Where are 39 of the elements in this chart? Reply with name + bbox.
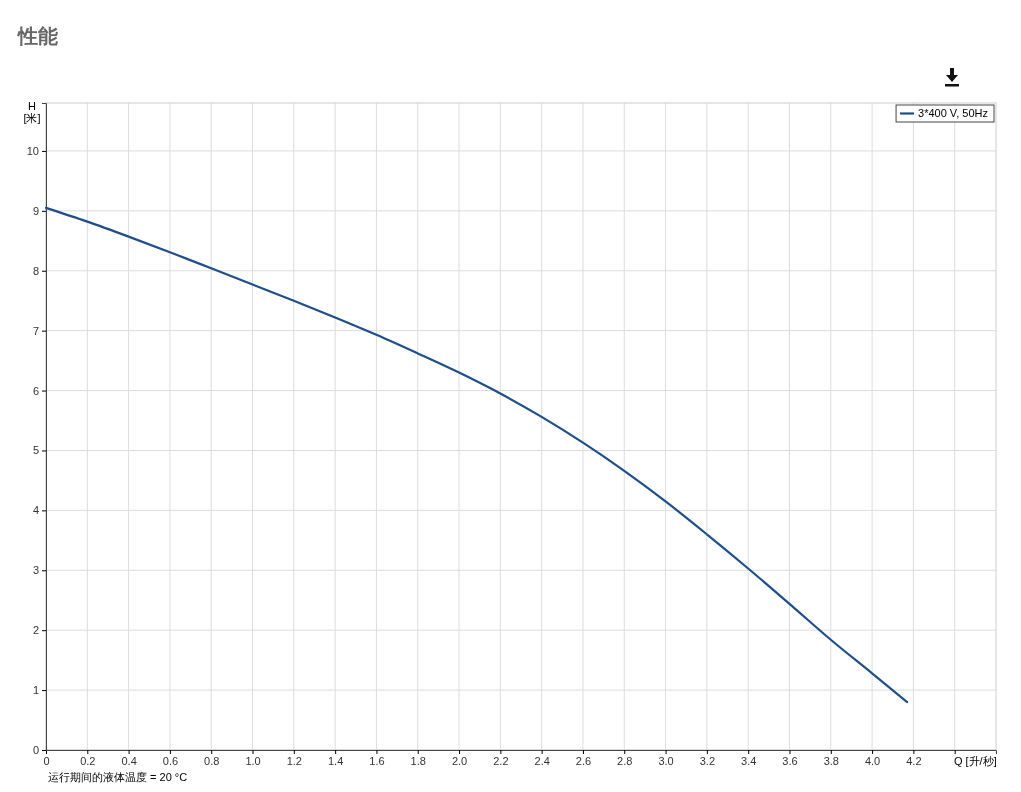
y-tick-label: 9 — [32, 204, 39, 217]
y-tick-label: 0 — [32, 744, 39, 757]
x-tick-label: 2.6 — [575, 754, 592, 767]
x-tick-label: 3.0 — [658, 754, 674, 767]
text: 运行期间的液体温度 = 20 °C — [48, 771, 188, 783]
x-tick-label: 3.2 — [699, 754, 716, 767]
y-tick-label: 3 — [32, 564, 39, 577]
y-tick-label: 7 — [32, 324, 39, 337]
y-tick-label: 2 — [32, 624, 39, 637]
x-tick-label: 1.4 — [327, 754, 344, 767]
x-tick-label: 3.8 — [823, 754, 839, 767]
x-tick-label: 0 — [43, 754, 50, 767]
y-tick-label: 4 — [32, 504, 39, 517]
y-tick-label: 6 — [32, 384, 39, 397]
x-axis-title: Q [升/秒] — [953, 755, 997, 767]
y-tick-label: 1 — [32, 684, 39, 697]
x-tick-label: 4.2 — [906, 754, 922, 767]
x-tick-label: 2.8 — [617, 754, 633, 767]
x-tick-label: 0.4 — [121, 754, 137, 767]
x-tick-label: 2.2 — [493, 754, 509, 767]
line-series — [44, 206, 909, 704]
x-tick-label: 2.4 — [534, 754, 550, 767]
y-tick-label: 10 — [26, 144, 39, 157]
x-tick-label: 1.0 — [245, 754, 261, 767]
x-tick-label: 3.4 — [741, 754, 757, 767]
x-tick-label: 0.2 — [80, 754, 96, 767]
chart-title: 性能 — [16, 25, 58, 47]
x-tick-label: 0.8 — [204, 754, 220, 767]
x-tick-label: 1.2 — [286, 754, 302, 767]
y-tick-label: 5 — [32, 444, 39, 457]
x-tick-label: 1.6 — [369, 754, 385, 767]
x-tick-label: 1.8 — [410, 754, 426, 767]
legend-label: 3*400 V, 50Hz — [918, 107, 988, 119]
x-tick-label: 4.0 — [864, 754, 881, 767]
x-tick-label: 0.6 — [162, 754, 179, 767]
y-axis-title: H [米] — [23, 100, 41, 124]
x-tick-label: 3.6 — [782, 754, 798, 767]
x-tick-label: 2.0 — [451, 754, 468, 767]
y-tick-label: 8 — [32, 264, 39, 277]
